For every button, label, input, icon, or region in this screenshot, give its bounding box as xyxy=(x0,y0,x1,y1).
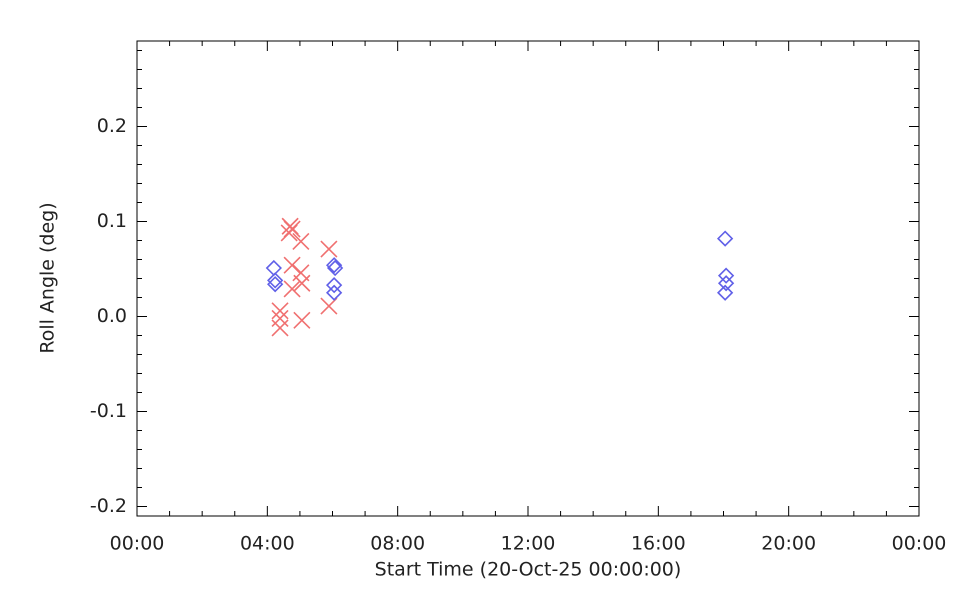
y-tick-label: 0.1 xyxy=(97,210,127,232)
x-tick-label: 08:00 xyxy=(370,533,425,555)
point xyxy=(293,274,311,292)
point xyxy=(293,311,311,329)
point xyxy=(716,230,734,247)
point xyxy=(271,309,289,327)
point xyxy=(325,257,343,274)
point xyxy=(717,267,735,284)
point xyxy=(326,259,344,277)
point xyxy=(325,284,343,301)
plot-frame xyxy=(136,40,920,517)
point xyxy=(271,319,289,337)
point xyxy=(320,240,338,258)
x-axis-title: Start Time (20-Oct-25 00:00:00) xyxy=(375,559,682,581)
point xyxy=(267,276,284,293)
point xyxy=(283,280,301,298)
point xyxy=(265,259,282,277)
point xyxy=(716,284,734,301)
y-tick-label: -0.1 xyxy=(90,400,127,422)
point xyxy=(280,224,298,242)
point xyxy=(292,232,310,251)
x-tick-label: 04:00 xyxy=(240,533,295,555)
x-tick-label: 00:00 xyxy=(110,533,165,555)
y-tick-label: 0.0 xyxy=(97,305,127,327)
point xyxy=(717,275,735,292)
x-tick-label: 00:00 xyxy=(892,533,947,555)
point xyxy=(325,277,343,294)
y-tick-label: -0.2 xyxy=(90,495,127,517)
x-tick-label: 20:00 xyxy=(761,533,816,555)
point xyxy=(271,302,289,320)
y-tick-label: 0.2 xyxy=(97,115,127,137)
point xyxy=(267,272,284,289)
x-tick-label: 12:00 xyxy=(501,533,556,555)
point xyxy=(283,256,301,274)
y-axis-title: Roll Angle (deg) xyxy=(37,202,59,353)
x-tick-label: 16:00 xyxy=(631,533,686,555)
